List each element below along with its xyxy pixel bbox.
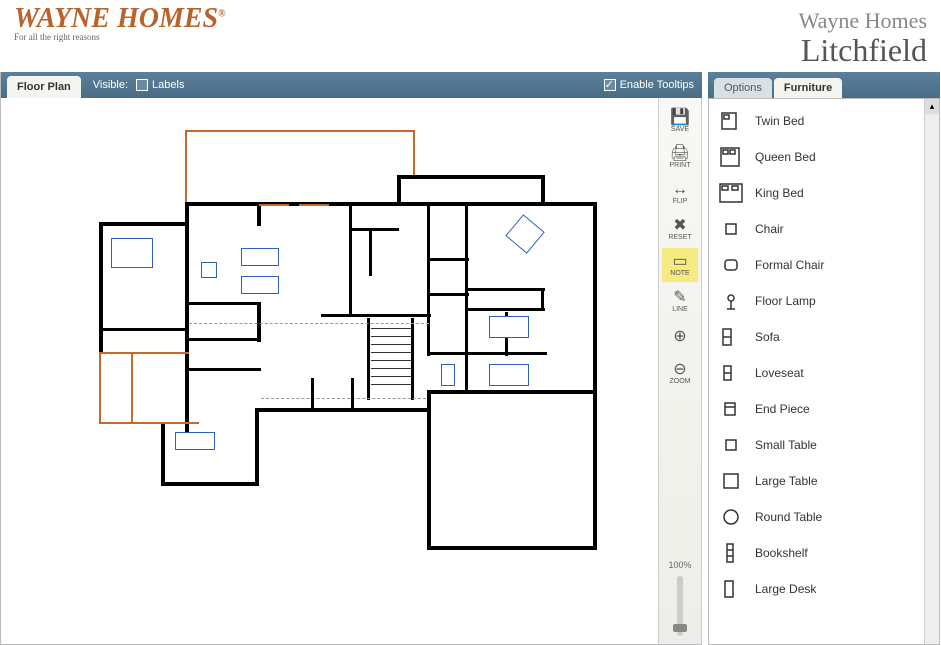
furniture-item-label: Large Desk bbox=[755, 582, 816, 596]
furniture-item-bed-twin[interactable]: Twin Bed bbox=[711, 103, 922, 139]
zoom-out-icon: ⊖ bbox=[673, 362, 686, 378]
bookshelf-icon bbox=[717, 539, 745, 567]
furniture-item-label: Chair bbox=[755, 222, 784, 236]
end-icon bbox=[717, 395, 745, 423]
tool-note[interactable]: ▭NOTE bbox=[662, 248, 698, 282]
furniture-item-chair[interactable]: Chair bbox=[711, 211, 922, 247]
header: WAYNE HOMES® For all the right reasons W… bbox=[0, 0, 941, 72]
furn-desk-den[interactable] bbox=[175, 432, 215, 450]
tooltips-checkbox[interactable] bbox=[604, 79, 616, 91]
tool-zoom-in[interactable]: ⊕ bbox=[662, 320, 698, 354]
furn-dresser-br4[interactable] bbox=[441, 364, 455, 386]
small-table-icon bbox=[717, 431, 745, 459]
side-tools: 💾SAVE 🖨PRINT ↔FLIP ✖RESET ▭NOTE ✎LINE ⊕ … bbox=[658, 98, 702, 644]
furn-bed-master[interactable] bbox=[111, 238, 153, 268]
large-table-icon bbox=[717, 467, 745, 495]
furn-diag-chair[interactable] bbox=[505, 214, 544, 253]
logo-text: WAYNE HOMES bbox=[14, 3, 218, 34]
visible-label: Visible: bbox=[93, 79, 128, 91]
furniture-item-label: Large Table bbox=[755, 474, 818, 488]
note-icon: ▭ bbox=[672, 254, 687, 270]
plan-name: Litchfield bbox=[799, 34, 927, 66]
tab-floorplan[interactable]: Floor Plan bbox=[7, 76, 81, 98]
furniture-panel: Twin Bed Queen Bed King Bed Chair Formal Cha… bbox=[708, 98, 940, 645]
main: Floor Plan Visible: Labels Enable Toolti… bbox=[0, 72, 941, 645]
bed-king-icon bbox=[717, 179, 745, 207]
logo: WAYNE HOMES® For all the right reasons bbox=[14, 8, 226, 42]
bed-twin-icon bbox=[717, 107, 745, 135]
furn-bed-br3[interactable] bbox=[489, 364, 529, 386]
furn-bed-br2[interactable] bbox=[489, 316, 529, 338]
furniture-item-large-table[interactable]: Large Table bbox=[711, 463, 922, 499]
furniture-list: Twin Bed Queen Bed King Bed Chair Formal Cha… bbox=[709, 99, 924, 644]
furniture-item-label: Floor Lamp bbox=[755, 294, 816, 308]
logo-reg: ® bbox=[218, 9, 225, 20]
canvas-row: 💾SAVE 🖨PRINT ↔FLIP ✖RESET ▭NOTE ✎LINE ⊕ … bbox=[1, 98, 702, 644]
furniture-item-round-table[interactable]: Round Table bbox=[711, 499, 922, 535]
furniture-item-label: Bookshelf bbox=[755, 546, 808, 560]
furniture-item-label: Queen Bed bbox=[755, 150, 816, 164]
sofa-icon bbox=[717, 323, 745, 351]
tab-options[interactable]: Options bbox=[714, 78, 772, 98]
furniture-item-label: End Piece bbox=[755, 402, 810, 416]
furniture-item-lamp[interactable]: Floor Lamp bbox=[711, 283, 922, 319]
plan-title: Wayne Homes Litchfield bbox=[799, 8, 927, 66]
plan-company: Wayne Homes bbox=[799, 8, 927, 34]
furniture-item-large-desk[interactable]: Large Desk bbox=[711, 571, 922, 607]
furniture-item-label: King Bed bbox=[755, 186, 804, 200]
round-table-icon bbox=[717, 503, 745, 531]
furniture-item-label: Small Table bbox=[755, 438, 817, 452]
lamp-icon bbox=[717, 287, 745, 315]
toolbar: Floor Plan Visible: Labels Enable Toolti… bbox=[1, 72, 702, 98]
labels-checkbox[interactable] bbox=[136, 79, 148, 91]
tool-flip[interactable]: ↔FLIP bbox=[662, 176, 698, 210]
furniture-item-formal-chair[interactable]: Formal Chair bbox=[711, 247, 922, 283]
floorplan-canvas[interactable] bbox=[1, 98, 658, 644]
right-panel: Options Furniture Twin Bed Queen Bed King … bbox=[708, 72, 940, 645]
furniture-item-label: Formal Chair bbox=[755, 258, 824, 272]
floorplan bbox=[71, 128, 591, 558]
line-icon: ✎ bbox=[673, 290, 686, 306]
right-tabs: Options Furniture bbox=[708, 72, 940, 98]
scrollbar[interactable]: ▴ bbox=[924, 99, 939, 644]
furniture-item-label: Twin Bed bbox=[755, 114, 804, 128]
furniture-item-small-table[interactable]: Small Table bbox=[711, 427, 922, 463]
tool-line[interactable]: ✎LINE bbox=[662, 284, 698, 318]
furniture-item-bed-king[interactable]: King Bed bbox=[711, 175, 922, 211]
tab-furniture[interactable]: Furniture bbox=[774, 78, 842, 98]
furn-sofa-living-1[interactable] bbox=[241, 248, 279, 266]
save-icon: 💾 bbox=[670, 110, 690, 126]
reset-icon: ✖ bbox=[673, 218, 686, 234]
left-panel: Floor Plan Visible: Labels Enable Toolti… bbox=[0, 72, 702, 645]
furniture-item-label: Sofa bbox=[755, 330, 780, 344]
furniture-item-label: Round Table bbox=[755, 510, 822, 524]
zoom-pct: 100% bbox=[668, 560, 691, 570]
furniture-item-loveseat[interactable]: Loveseat bbox=[711, 355, 922, 391]
chair-icon bbox=[717, 215, 745, 243]
furniture-item-bed-queen[interactable]: Queen Bed bbox=[711, 139, 922, 175]
tool-reset[interactable]: ✖RESET bbox=[662, 212, 698, 246]
furniture-item-sofa[interactable]: Sofa bbox=[711, 319, 922, 355]
furniture-item-bookshelf[interactable]: Bookshelf bbox=[711, 535, 922, 571]
furniture-item-end[interactable]: End Piece bbox=[711, 391, 922, 427]
zoom-slider[interactable] bbox=[677, 576, 683, 636]
furniture-item-label: Loveseat bbox=[755, 366, 804, 380]
furn-chair-living[interactable] bbox=[201, 262, 217, 278]
scroll-up-icon[interactable]: ▴ bbox=[925, 99, 939, 114]
tooltips-label: Enable Tooltips bbox=[620, 79, 694, 91]
large-desk-icon bbox=[717, 575, 745, 603]
print-icon: 🖨 bbox=[670, 146, 690, 162]
labels-label: Labels bbox=[152, 79, 184, 91]
tool-save[interactable]: 💾SAVE bbox=[662, 104, 698, 138]
furn-sofa-living-2[interactable] bbox=[241, 276, 279, 294]
loveseat-icon bbox=[717, 359, 745, 387]
flip-icon: ↔ bbox=[672, 182, 688, 198]
tool-zoom-out[interactable]: ⊖ZOOM bbox=[662, 356, 698, 390]
tool-print[interactable]: 🖨PRINT bbox=[662, 140, 698, 174]
formal-chair-icon bbox=[717, 251, 745, 279]
zoom-in-icon: ⊕ bbox=[673, 329, 686, 345]
bed-queen-icon bbox=[717, 143, 745, 171]
